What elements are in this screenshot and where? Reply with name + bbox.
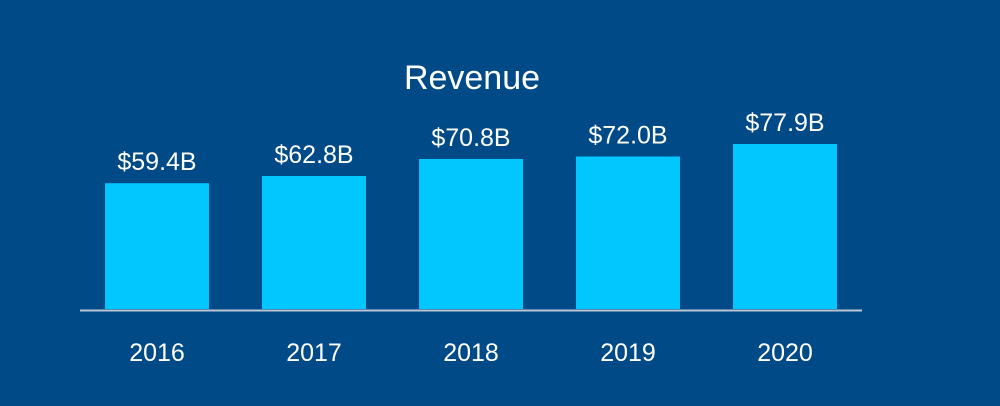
bar-2017 bbox=[262, 176, 366, 309]
x-tick-label-group: 2016 2017 2018 2019 2020 bbox=[129, 339, 813, 367]
chart-title: Revenue bbox=[404, 59, 540, 97]
value-label-group: $59.4B $62.8B $70.8B $72.0B $77.9B bbox=[117, 109, 824, 176]
bar-2019 bbox=[576, 156, 680, 309]
bar-2018 bbox=[419, 159, 523, 309]
value-label-2019: $72.0B bbox=[588, 122, 667, 150]
x-tick-label-2018: 2018 bbox=[443, 339, 499, 367]
value-label-2017: $62.8B bbox=[274, 141, 353, 169]
x-tick-label-2016: 2016 bbox=[129, 339, 185, 367]
value-label-2020: $77.9B bbox=[745, 109, 824, 137]
x-tick-label-2017: 2017 bbox=[286, 339, 342, 367]
bar-2020 bbox=[733, 144, 837, 309]
value-label-2016: $59.4B bbox=[117, 148, 196, 176]
value-label-2018: $70.8B bbox=[431, 124, 510, 152]
x-tick-label-2019: 2019 bbox=[600, 339, 656, 367]
x-tick-label-2020: 2020 bbox=[757, 339, 813, 367]
bar-group bbox=[105, 144, 837, 309]
bar-2016 bbox=[105, 183, 209, 309]
